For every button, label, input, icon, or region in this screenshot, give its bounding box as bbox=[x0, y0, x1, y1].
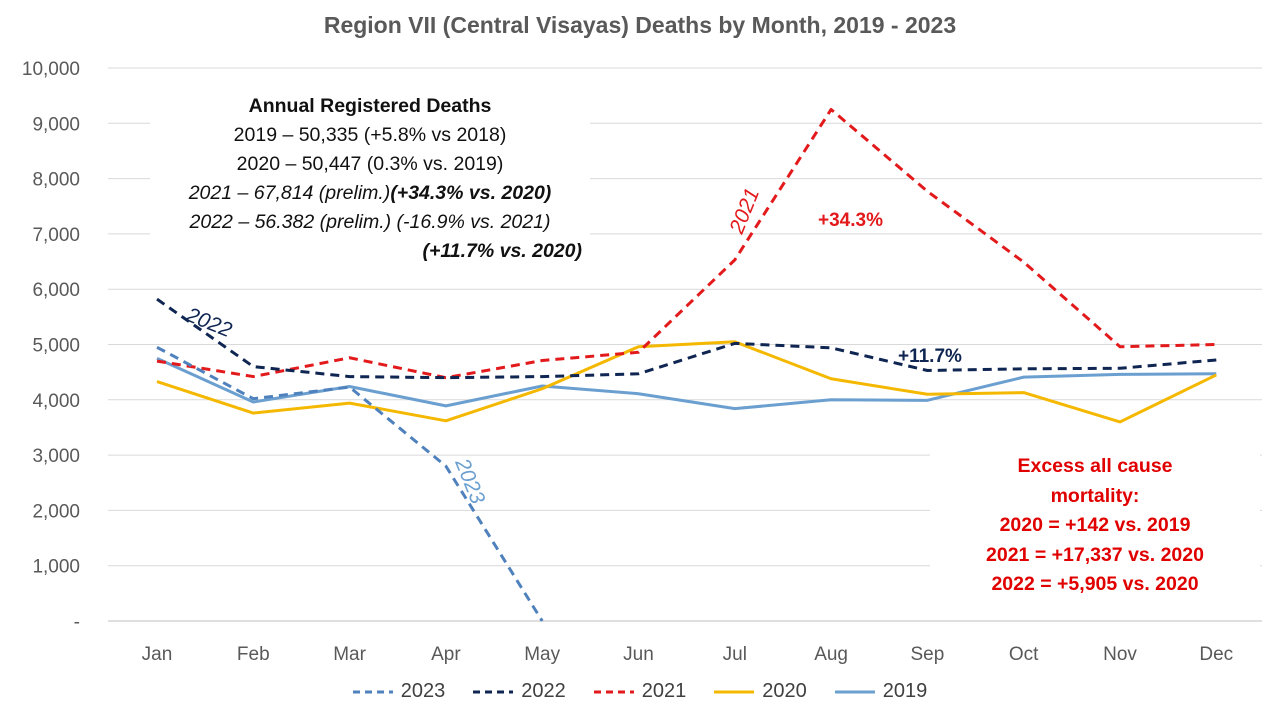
excess-line-2: mortality: bbox=[1050, 484, 1140, 507]
y-tick-label: 9,000 bbox=[32, 114, 80, 135]
x-tick-label: Dec bbox=[1199, 644, 1233, 665]
series-line-2019 bbox=[156, 356, 1217, 411]
y-tick-label: - bbox=[74, 612, 80, 633]
legend-swatch bbox=[714, 690, 755, 693]
x-tick-label: Jan bbox=[142, 644, 173, 665]
excess-line-2022: 2022 = +5,905 vs. 2020 bbox=[991, 573, 1199, 595]
x-tick-label: Apr bbox=[431, 644, 461, 665]
legend-item-2021: 2021 bbox=[593, 680, 687, 703]
annotation-line-2019: 2019 – 50,335 (+5.8% vs 2018) bbox=[233, 124, 507, 146]
x-axis-ticks: Jan Feb Mar Apr May Jun Jul Aug Sep Oct Nov Dec bbox=[142, 644, 1234, 665]
x-tick-label: Mar bbox=[333, 644, 366, 665]
chart-legend: 2023 2022 2021 2020 2019 bbox=[0, 680, 1280, 703]
series-label: 2021 bbox=[725, 185, 764, 238]
series-line-2020 bbox=[156, 340, 1217, 424]
series-label: +11.7% bbox=[898, 346, 962, 367]
annotation-line-2020: 2020 – 50,447 (0.3% vs. 2019) bbox=[236, 153, 504, 175]
x-tick-label: May bbox=[524, 644, 560, 665]
annotation-line-2021-pct: (+34.3% vs. 2020) bbox=[390, 182, 552, 204]
legend-item-2020: 2020 bbox=[714, 680, 807, 703]
legend-swatch bbox=[352, 690, 393, 693]
series-lines bbox=[156, 107, 1217, 622]
legend-item-2019: 2019 bbox=[834, 680, 928, 703]
excess-line-2021: 2021 = +17,337 vs. 2020 bbox=[986, 543, 1204, 566]
y-tick-label: 8,000 bbox=[32, 170, 80, 191]
annotation-line-2021-main: 2021 – 67,814 (prelim.) bbox=[188, 182, 391, 204]
legend-swatch bbox=[834, 690, 875, 693]
excess-mortality-annotation: Excess all cause mortality: 2020 = +142 … bbox=[930, 452, 1260, 602]
legend-label: 2021 bbox=[641, 680, 687, 702]
y-tick-label: 3,000 bbox=[32, 446, 80, 467]
x-tick-label: Aug bbox=[814, 644, 848, 665]
annotation-heading: Annual Registered Deaths bbox=[248, 95, 492, 117]
y-tick-label: 10,000 bbox=[22, 59, 80, 80]
annotation-line-2021: 2021 – 67,814 (prelim.)(+34.3% vs. 2020) bbox=[150, 179, 590, 208]
excess-line-2020: 2020 = +142 vs. 2019 bbox=[999, 514, 1191, 536]
legend-label: 2022 bbox=[521, 680, 566, 702]
series-label: +34.3% bbox=[818, 210, 883, 231]
annual-deaths-annotation: Annual Registered Deaths 2019 – 50,335 (… bbox=[150, 92, 590, 267]
legend-label: 2020 bbox=[762, 680, 807, 702]
y-axis-ticks: - 1,000 2,000 3,000 4,000 5,000 6,000 7,000 8,00… bbox=[22, 59, 80, 633]
y-tick-label: 1,000 bbox=[32, 557, 80, 578]
legend-item-2023: 2023 bbox=[352, 680, 446, 703]
chart-title: Region VII (Central Visayas) Deaths by M… bbox=[323, 12, 957, 38]
x-tick-label: Nov bbox=[1103, 644, 1137, 665]
y-tick-label: 4,000 bbox=[32, 391, 80, 412]
legend-label: 2019 bbox=[882, 680, 928, 702]
series-line-2021 bbox=[156, 107, 1217, 380]
series-line-2022 bbox=[156, 297, 1217, 380]
legend-swatch bbox=[473, 690, 514, 693]
y-tick-label: 5,000 bbox=[32, 336, 80, 357]
x-tick-label: Sep bbox=[910, 644, 944, 665]
legend-swatch bbox=[593, 690, 634, 693]
y-tick-label: 6,000 bbox=[32, 280, 80, 301]
y-tick-label: 2,000 bbox=[32, 501, 80, 522]
x-tick-label: Jun bbox=[623, 644, 654, 665]
legend-label: 2023 bbox=[400, 680, 446, 702]
y-tick-label: 7,000 bbox=[32, 225, 80, 246]
x-tick-label: Feb bbox=[237, 644, 270, 665]
x-tick-label: Oct bbox=[1009, 644, 1039, 665]
x-tick-label: Jul bbox=[723, 644, 747, 665]
annotation-line-2022: 2022 – 56.382 (prelim.) (-16.9% vs. 2021… bbox=[189, 211, 551, 233]
excess-line-1: Excess all cause bbox=[1017, 455, 1173, 477]
series-line-2023 bbox=[156, 345, 544, 622]
legend-item-2022: 2022 bbox=[473, 680, 566, 703]
annotation-line-2022-pct: (+11.7% vs. 2020) bbox=[422, 240, 582, 262]
